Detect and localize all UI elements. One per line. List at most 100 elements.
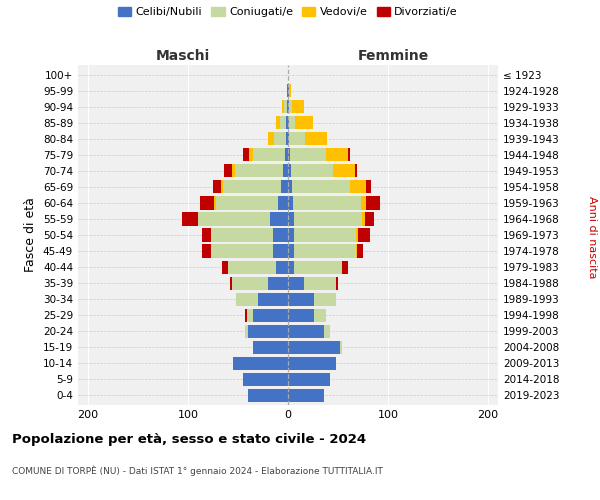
Bar (292, 180, 350, 194)
Bar (342, 260, 348, 274)
Legend: Celibi/Nubili, Coniugati/e, Vedovi/e, Divorziati/e: Celibi/Nubili, Coniugati/e, Vedovi/e, Di… (113, 2, 463, 22)
Bar (291, 164, 333, 177)
Bar (288, 260, 294, 274)
Bar (200, 196, 214, 209)
Bar (268, 276, 288, 289)
Bar (258, 292, 288, 306)
Bar (314, 308, 326, 322)
Bar (268, 132, 274, 145)
Bar (288, 164, 291, 177)
Bar (198, 212, 270, 226)
Bar (248, 389, 288, 402)
Text: Popolazione per età, sesso e stato civile - 2024: Popolazione per età, sesso e stato civil… (12, 432, 366, 446)
Bar (288, 340, 340, 354)
Bar (361, 196, 366, 209)
Bar (273, 228, 288, 241)
Bar (235, 164, 283, 177)
Bar (287, 84, 288, 97)
Bar (336, 276, 338, 289)
Bar (249, 148, 253, 162)
Bar (295, 116, 313, 130)
Bar (278, 196, 288, 209)
Bar (362, 212, 365, 226)
Bar (283, 164, 288, 177)
Bar (245, 308, 247, 322)
Bar (286, 132, 288, 145)
Bar (285, 148, 288, 162)
Bar (253, 308, 288, 322)
Bar (288, 244, 294, 258)
Bar (324, 324, 330, 338)
Bar (247, 308, 253, 322)
Bar (273, 244, 288, 258)
Bar (213, 180, 221, 194)
Bar (221, 180, 223, 194)
Bar (224, 164, 232, 177)
Bar (366, 180, 371, 194)
Bar (230, 276, 232, 289)
Bar (286, 116, 288, 130)
Bar (243, 148, 249, 162)
Bar (280, 116, 286, 130)
Bar (253, 148, 285, 162)
Bar (253, 340, 288, 354)
Bar (289, 116, 295, 130)
Bar (366, 196, 380, 209)
Bar (333, 164, 355, 177)
Bar (288, 100, 289, 114)
Y-axis label: Fasce di età: Fasce di età (25, 198, 37, 272)
Bar (355, 164, 357, 177)
Bar (232, 164, 235, 177)
Bar (232, 276, 268, 289)
Bar (288, 389, 324, 402)
Bar (290, 148, 326, 162)
Bar (216, 196, 278, 209)
Text: Femmine: Femmine (358, 50, 428, 64)
Bar (356, 244, 357, 258)
Bar (211, 228, 273, 241)
Bar (288, 148, 290, 162)
Bar (304, 276, 336, 289)
Text: COMUNE DI TORPÈ (NU) - Dati ISTAT 1° gennaio 2024 - Elaborazione TUTTITALIA.IT: COMUNE DI TORPÈ (NU) - Dati ISTAT 1° gen… (12, 466, 383, 476)
Text: Anni di nascita: Anni di nascita (587, 196, 597, 279)
Bar (294, 228, 356, 241)
Bar (356, 228, 358, 241)
Bar (288, 292, 314, 306)
Bar (182, 212, 198, 226)
Bar (214, 196, 216, 209)
Bar (223, 180, 281, 194)
Bar (294, 260, 342, 274)
Bar (365, 212, 374, 226)
Bar (282, 100, 284, 114)
Bar (222, 260, 228, 274)
Bar (202, 244, 211, 258)
Text: Maschi: Maschi (156, 50, 210, 64)
Bar (288, 276, 304, 289)
Bar (289, 100, 292, 114)
Bar (348, 148, 350, 162)
Bar (288, 324, 324, 338)
Bar (274, 132, 286, 145)
Bar (202, 228, 211, 241)
Bar (289, 132, 305, 145)
Bar (236, 292, 258, 306)
Bar (314, 292, 336, 306)
Bar (243, 373, 288, 386)
Bar (287, 100, 288, 114)
Bar (284, 100, 287, 114)
Bar (340, 340, 342, 354)
Bar (281, 180, 288, 194)
Bar (288, 308, 314, 322)
Bar (288, 228, 294, 241)
Bar (288, 373, 330, 386)
Bar (228, 260, 276, 274)
Bar (288, 356, 336, 370)
Bar (233, 356, 288, 370)
Bar (357, 244, 363, 258)
Bar (292, 100, 304, 114)
Bar (270, 212, 288, 226)
Bar (358, 228, 370, 241)
Bar (288, 116, 289, 130)
Bar (245, 324, 248, 338)
Bar (276, 116, 280, 130)
